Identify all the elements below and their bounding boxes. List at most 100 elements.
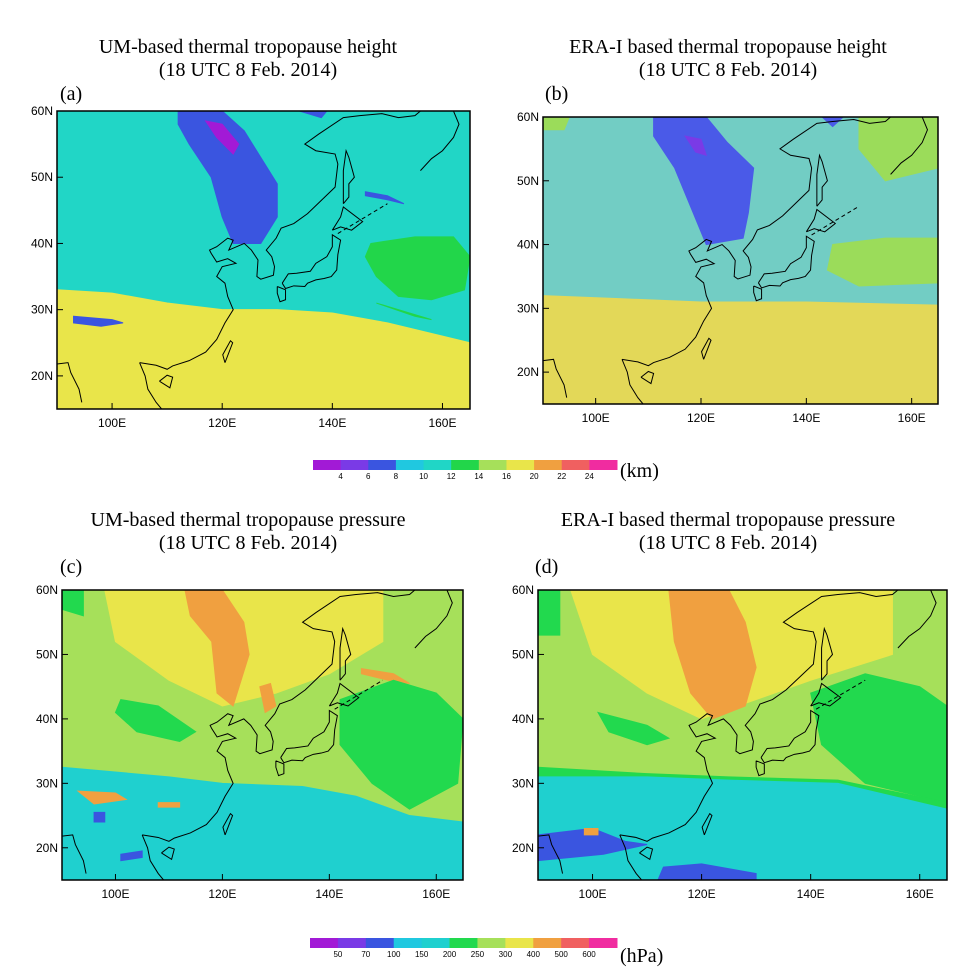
coastline: [755, 760, 765, 777]
colorbar-tick-label: 6: [366, 472, 371, 481]
colorbar-tick-label: 250: [471, 950, 485, 959]
contour-region: [204, 120, 240, 155]
coastline: [281, 233, 342, 290]
boundary-line: [815, 679, 866, 710]
x-tick-label: 100E: [98, 416, 126, 430]
y-tick-label: 20N: [517, 365, 539, 379]
y-tick-label: 60N: [512, 583, 534, 597]
contour-region: [538, 776, 947, 880]
x-tick-label: 160E: [898, 411, 926, 425]
boundary-line: [337, 203, 388, 234]
colorbar-swatch: [561, 938, 590, 948]
boundary-line: [811, 205, 860, 236]
colorbar-tick-label: 150: [415, 950, 429, 959]
colorbar-swatch: [477, 938, 506, 948]
contour-region: [120, 850, 143, 862]
coastline: [700, 337, 712, 360]
colorbar-tick-label: 20: [530, 472, 539, 481]
coastline: [161, 846, 175, 861]
coastline: [328, 682, 360, 707]
y-tick-label: 50N: [31, 170, 53, 184]
coastline: [414, 590, 453, 649]
coastline: [420, 111, 460, 171]
coastline: [805, 208, 837, 233]
colorbar-tick-label: 24: [585, 472, 594, 481]
y-tick-label: 30N: [31, 303, 53, 317]
contour-region: [114, 698, 197, 742]
x-tick-label: 140E: [315, 887, 343, 901]
colorbar-tick-label: 300: [499, 950, 513, 959]
contour-region: [583, 827, 599, 836]
colorbar-swatch: [506, 460, 535, 470]
contour-region: [653, 117, 755, 246]
coastline: [62, 834, 87, 874]
coastline: [342, 148, 355, 205]
colorbar-tick-label: 50: [333, 950, 342, 959]
contour-region: [596, 711, 671, 746]
colorbar-tick-label: 8: [394, 472, 399, 481]
panel-subtitle: (18 UTC 8 Feb. 2014): [639, 59, 817, 81]
contour-region: [76, 790, 128, 805]
contour-region: [62, 590, 84, 617]
colorbar-swatch: [365, 938, 395, 948]
x-tick-label: 100E: [582, 411, 610, 425]
colorbar-swatch: [337, 938, 367, 948]
coastline: [816, 153, 828, 207]
map-field: [543, 117, 938, 404]
coastline: [139, 111, 421, 370]
y-tick-label: 30N: [517, 301, 539, 315]
y-tick-label: 60N: [36, 583, 58, 597]
colorbar-unit: (km): [620, 460, 659, 482]
colorbar-tick-label: 12: [447, 472, 456, 481]
colorbar-swatch: [368, 460, 397, 470]
x-tick-label: 120E: [208, 887, 236, 901]
panel-subtitle: (18 UTC 8 Feb. 2014): [159, 532, 337, 554]
panel-label: (d): [535, 556, 558, 578]
contour-region: [299, 111, 328, 119]
colorbar-swatch: [451, 460, 480, 470]
contour-region: [73, 315, 124, 327]
colorbar-swatch: [340, 460, 369, 470]
contour-region: [376, 302, 432, 321]
y-tick-label: 50N: [517, 174, 539, 188]
x-tick-label: 140E: [792, 411, 820, 425]
coastline: [139, 362, 163, 409]
contour-region: [184, 590, 250, 707]
coastline: [222, 339, 234, 363]
colorbar-tick-label: 100: [387, 950, 401, 959]
plot-frame: [537, 589, 948, 881]
y-tick-label: 50N: [36, 647, 58, 661]
colorbar-tick-label: 500: [555, 950, 569, 959]
contour-region: [364, 236, 470, 301]
coastline: [57, 362, 83, 403]
coastline: [142, 590, 416, 842]
panel-title: UM-based thermal tropopause height: [99, 36, 398, 58]
coastline: [897, 590, 937, 649]
contour-region: [684, 135, 708, 157]
contour-region: [57, 289, 470, 409]
panel-label: (a): [60, 83, 82, 105]
contour-region: [259, 682, 277, 714]
contour-region: [364, 191, 405, 205]
x-tick-label: 120E: [687, 411, 715, 425]
coastline: [890, 117, 929, 175]
colorbar-tick-label: 10: [419, 472, 428, 481]
colorbar-swatch: [423, 460, 452, 470]
contour-region: [339, 679, 463, 810]
colorbar-tick-label: 4: [338, 472, 343, 481]
contour-region: [668, 590, 757, 720]
contour-region: [177, 111, 278, 244]
y-tick-label: 60N: [31, 104, 53, 118]
map-field: [62, 590, 463, 880]
colorbar-tick-label: 16: [502, 472, 511, 481]
colorbar-swatch: [449, 938, 478, 948]
colorbar-swatch: [395, 460, 425, 470]
contour-region: [93, 811, 106, 823]
y-tick-label: 40N: [31, 236, 53, 250]
panel-label: (c): [60, 556, 82, 578]
colorbar-tick-label: 200: [443, 950, 457, 959]
contour-region: [543, 295, 938, 404]
panel-subtitle: (18 UTC 8 Feb. 2014): [159, 59, 337, 81]
x-tick-label: 160E: [906, 887, 934, 901]
coastline: [339, 626, 352, 681]
